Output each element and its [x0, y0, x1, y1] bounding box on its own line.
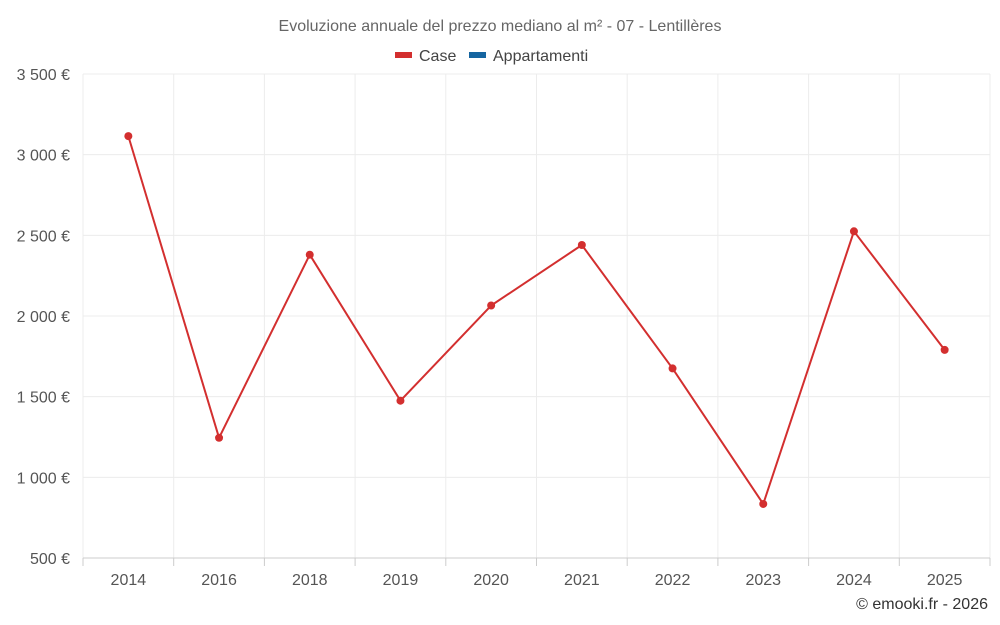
y-tick-label: 3 500 € — [17, 67, 70, 84]
data-point[interactable] — [487, 301, 496, 310]
data-point[interactable] — [759, 499, 768, 508]
data-point[interactable] — [849, 227, 858, 236]
series-layer — [124, 132, 949, 508]
y-tick-label: 2 000 € — [17, 309, 70, 326]
legend-swatch-appartamenti[interactable] — [469, 52, 486, 58]
x-tick-label: 2022 — [655, 572, 691, 589]
data-point[interactable] — [124, 132, 133, 141]
y-tick-label: 500 € — [30, 551, 70, 568]
data-point[interactable] — [215, 433, 224, 442]
y-tick-label: 2 500 € — [17, 228, 70, 245]
legend: Case Appartamenti — [395, 48, 588, 65]
data-point[interactable] — [577, 241, 586, 250]
x-tick-label: 2023 — [745, 572, 781, 589]
x-tick-label: 2016 — [201, 572, 237, 589]
data-point[interactable] — [668, 364, 677, 373]
legend-label-case[interactable]: Case — [419, 48, 456, 65]
x-tick-label: 2021 — [564, 572, 600, 589]
y-tick-label: 1 500 € — [17, 390, 70, 407]
legend-swatch-case[interactable] — [395, 52, 412, 58]
x-tick-label: 2024 — [836, 572, 872, 589]
legend-label-appartamenti[interactable]: Appartamenti — [493, 48, 588, 65]
series-line-case — [127, 135, 946, 505]
x-tick-label: 2025 — [927, 572, 963, 589]
credit-text: © emooki.fr - 2026 — [856, 596, 988, 613]
x-tick-label: 2014 — [111, 572, 147, 589]
data-point[interactable] — [940, 345, 949, 354]
x-tick-label: 2018 — [292, 572, 328, 589]
data-point[interactable] — [396, 396, 405, 405]
chart-title: Evoluzione annuale del prezzo mediano al… — [279, 18, 722, 35]
y-tick-label: 1 000 € — [17, 470, 70, 487]
axes: 500 € 1 000 € 1 500 € 2 000 € 2 500 € 3 000 €… — [17, 67, 991, 589]
x-tick-label: 2020 — [473, 572, 509, 589]
y-tick-label: 3 000 € — [17, 148, 70, 165]
data-point[interactable] — [305, 250, 314, 259]
x-tick-label: 2019 — [383, 572, 419, 589]
grid — [82, 73, 991, 558]
